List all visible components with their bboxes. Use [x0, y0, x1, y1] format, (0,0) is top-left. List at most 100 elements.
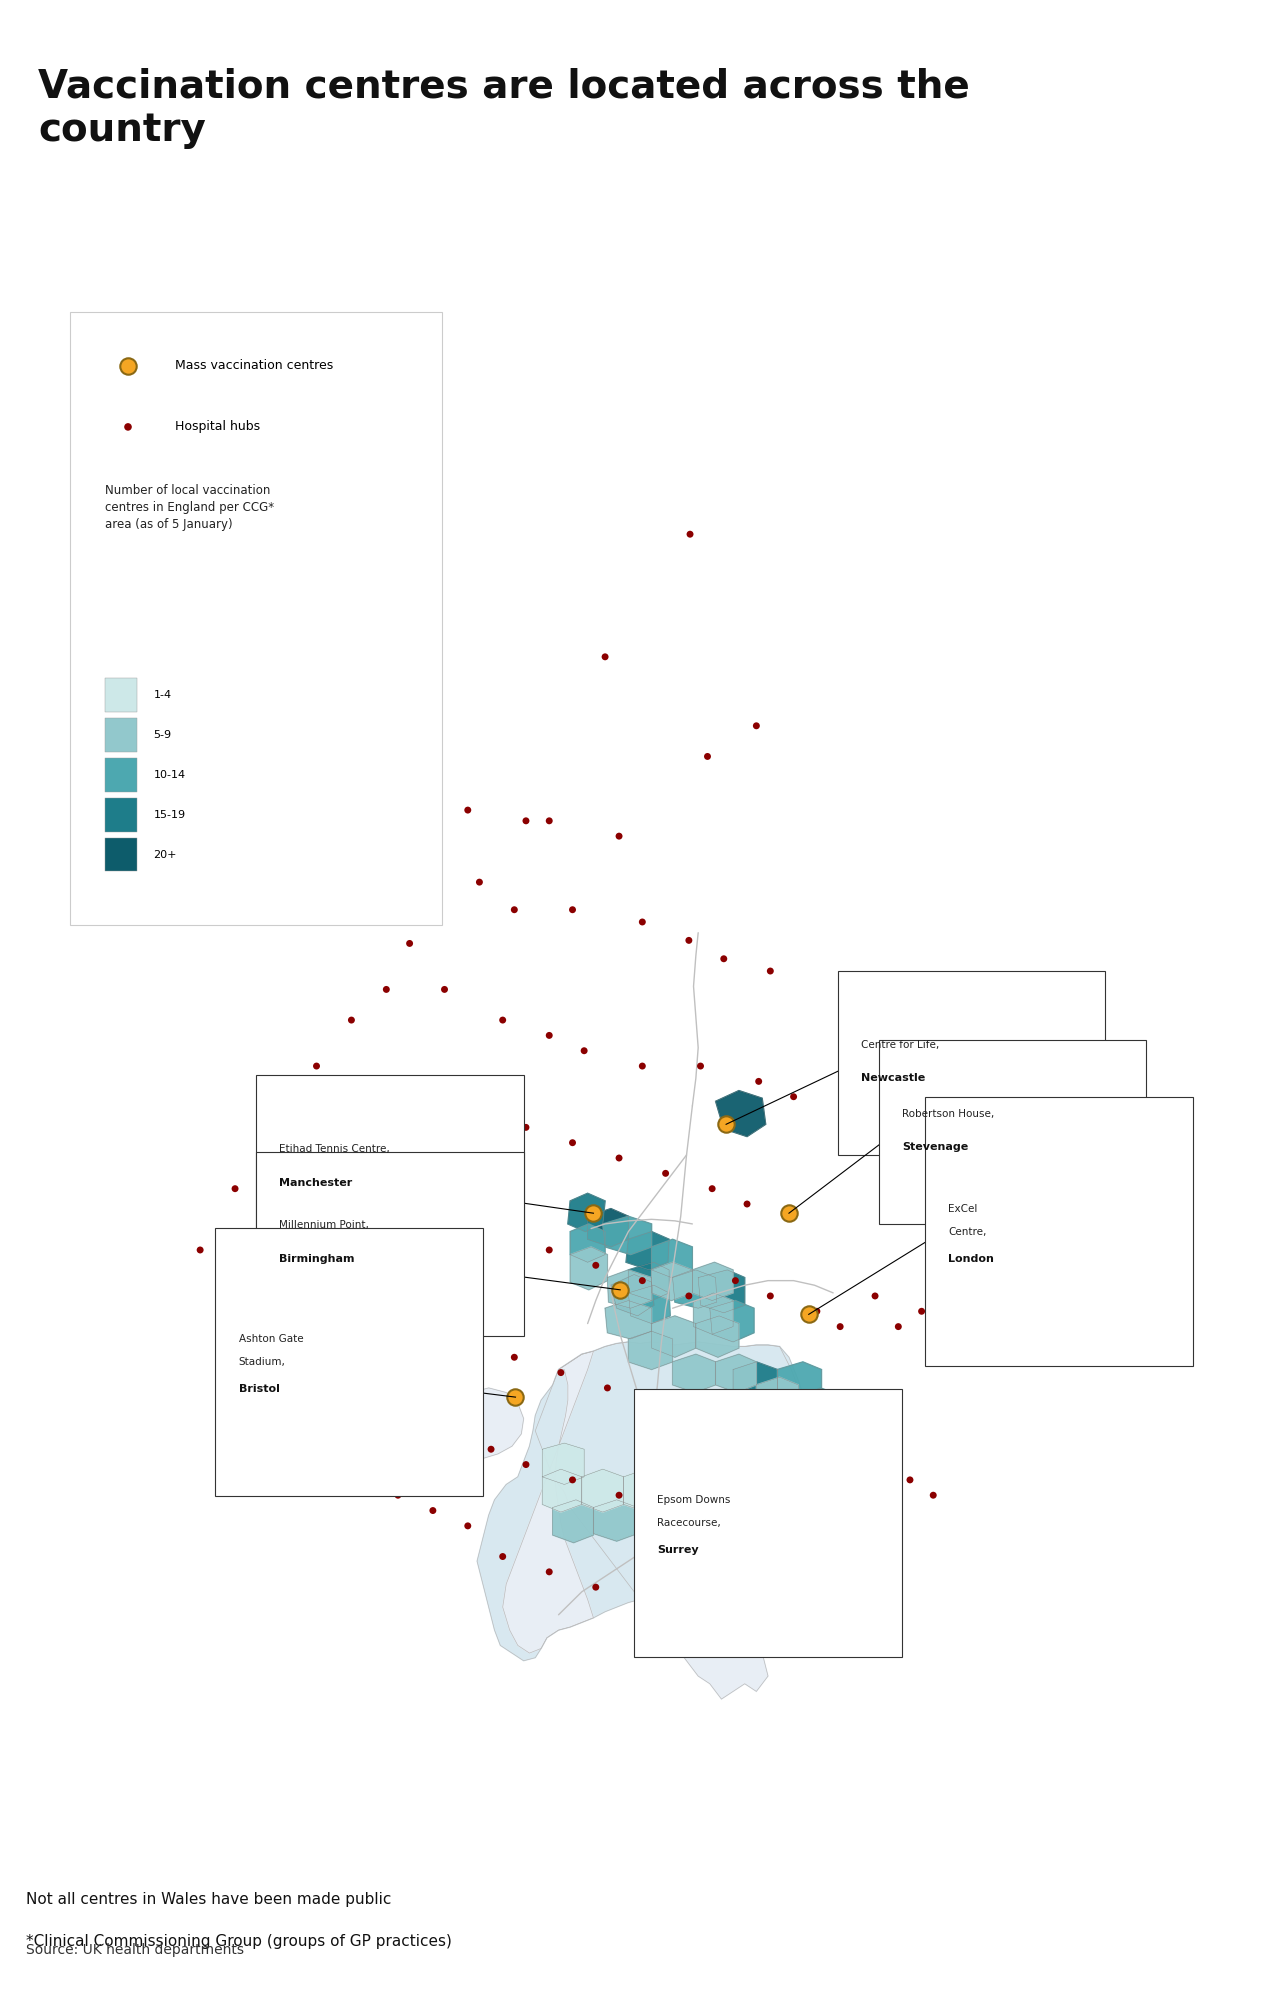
Point	[841, 1526, 861, 1558]
Point	[690, 1050, 710, 1082]
Point	[698, 740, 718, 772]
Polygon shape	[794, 1470, 836, 1512]
Point	[806, 1296, 827, 1328]
Polygon shape	[708, 1470, 751, 1512]
Point	[772, 1418, 792, 1450]
Point	[445, 1204, 466, 1236]
Point	[118, 350, 138, 382]
Polygon shape	[768, 1500, 809, 1542]
Point	[716, 1108, 736, 1140]
Point	[829, 1310, 850, 1342]
Point	[388, 1480, 408, 1512]
Point	[829, 1434, 850, 1466]
Polygon shape	[442, 1388, 524, 1458]
Point	[911, 1296, 932, 1328]
Point	[539, 1234, 559, 1266]
Point	[701, 1494, 722, 1526]
Text: 20+: 20+	[154, 850, 177, 860]
FancyBboxPatch shape	[70, 312, 442, 926]
Point	[655, 1494, 676, 1526]
Point	[457, 794, 477, 826]
Point	[506, 1382, 526, 1414]
Polygon shape	[628, 1262, 669, 1300]
Point	[900, 1464, 920, 1496]
Polygon shape	[588, 1208, 628, 1246]
Text: Ashton Gate: Ashton Gate	[238, 1334, 303, 1344]
Point	[422, 1296, 443, 1328]
Polygon shape	[570, 1224, 605, 1262]
Polygon shape	[727, 1390, 772, 1430]
Polygon shape	[626, 1232, 669, 1270]
Point	[516, 1112, 536, 1144]
Text: Centre,: Centre,	[948, 1226, 987, 1236]
FancyBboxPatch shape	[634, 1388, 902, 1656]
Polygon shape	[733, 1362, 777, 1404]
Polygon shape	[623, 1470, 666, 1512]
Point	[737, 1188, 758, 1220]
Text: ExCel: ExCel	[948, 1204, 978, 1214]
Polygon shape	[628, 1332, 672, 1370]
Point	[470, 1096, 490, 1128]
Point	[342, 1004, 362, 1036]
Polygon shape	[503, 1352, 594, 1654]
Polygon shape	[582, 1470, 623, 1512]
Polygon shape	[696, 1316, 739, 1358]
Point	[457, 1510, 477, 1542]
Point	[804, 1466, 824, 1498]
Point	[445, 1418, 466, 1450]
Point	[680, 518, 700, 550]
Point	[611, 1274, 631, 1306]
Polygon shape	[672, 1270, 717, 1308]
Point	[516, 1448, 536, 1480]
Polygon shape	[754, 1392, 799, 1434]
Point	[504, 894, 525, 926]
Polygon shape	[745, 1424, 809, 1484]
Point	[573, 1034, 594, 1066]
Point	[644, 1388, 664, 1420]
Text: Epsom Downs: Epsom Downs	[658, 1494, 731, 1504]
Text: Hospital hubs: Hospital hubs	[174, 420, 260, 434]
Point	[598, 1372, 618, 1404]
Polygon shape	[681, 1500, 723, 1542]
Point	[481, 1434, 502, 1466]
Text: Millennium Point,: Millennium Point,	[279, 1220, 369, 1230]
Point	[632, 1264, 653, 1296]
Point	[353, 1464, 374, 1496]
Point	[562, 894, 582, 926]
Polygon shape	[553, 1500, 594, 1542]
Point	[754, 1422, 774, 1454]
Text: 5-9: 5-9	[154, 730, 172, 740]
Point	[772, 1632, 792, 1664]
Polygon shape	[751, 1470, 794, 1512]
Text: Robertson House,: Robertson House,	[902, 1108, 995, 1118]
Text: Etihad Tennis Centre,: Etihad Tennis Centre,	[279, 1144, 390, 1154]
Text: Vaccination centres are located across the
country: Vaccination centres are located across t…	[38, 66, 970, 150]
Point	[760, 1280, 781, 1312]
Polygon shape	[637, 1500, 681, 1542]
Text: Source: UK health departments: Source: UK health departments	[26, 1944, 243, 1956]
Text: 15-19: 15-19	[154, 810, 186, 820]
FancyBboxPatch shape	[878, 1040, 1146, 1224]
FancyBboxPatch shape	[838, 972, 1106, 1154]
Point	[411, 1402, 431, 1434]
Point	[422, 1494, 443, 1526]
Point	[504, 1342, 525, 1374]
FancyBboxPatch shape	[105, 798, 137, 832]
Point	[806, 1540, 827, 1572]
Polygon shape	[692, 1262, 733, 1300]
Point	[701, 1172, 722, 1204]
Polygon shape	[694, 1292, 733, 1334]
Point	[539, 1020, 559, 1052]
Point	[562, 1464, 582, 1496]
Polygon shape	[628, 1286, 671, 1324]
Point	[189, 1234, 210, 1266]
Text: Surrey: Surrey	[658, 1546, 699, 1556]
FancyBboxPatch shape	[925, 1098, 1193, 1366]
Point	[632, 906, 653, 938]
Polygon shape	[605, 1300, 652, 1338]
Point	[934, 1326, 955, 1358]
Polygon shape	[543, 1470, 582, 1512]
Text: Stadium,: Stadium,	[238, 1356, 285, 1366]
Point	[585, 1572, 605, 1604]
Polygon shape	[723, 1500, 768, 1542]
